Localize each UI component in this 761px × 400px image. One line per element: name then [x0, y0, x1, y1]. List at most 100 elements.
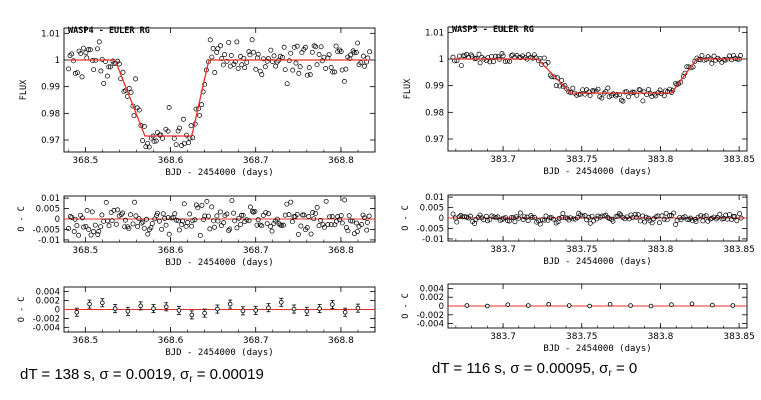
binned-point: [485, 303, 490, 309]
data-point: [126, 85, 132, 91]
data-point: [207, 226, 213, 232]
data-point: [247, 204, 253, 210]
data-point: [218, 43, 223, 49]
data-point: [454, 219, 460, 225]
data-point: [122, 224, 128, 230]
data-point: [204, 198, 210, 204]
data-point: [290, 67, 296, 73]
data-point: [605, 85, 611, 91]
data-point: [96, 228, 102, 234]
data-point: [318, 44, 324, 50]
x-axis-label: BJD - 2454000 (days): [165, 348, 273, 358]
data-point: [545, 59, 551, 65]
data-point: [282, 67, 288, 73]
data-point: [261, 56, 266, 62]
data-point: [520, 217, 526, 222]
x-tick-label: 368.7: [243, 246, 269, 256]
data-point: [131, 113, 137, 119]
data-point: [323, 65, 329, 71]
data-point: [66, 226, 71, 231]
data-point: [247, 52, 253, 58]
binned-point: [710, 302, 715, 308]
y-tick-label: 1.01: [41, 29, 60, 39]
data-point: [570, 85, 576, 91]
wasp5-statistics-caption: dT = 116 s, σ = 0.00095, σr = 0: [432, 360, 637, 379]
data-point: [640, 98, 646, 104]
data-point: [664, 217, 670, 223]
data-point: [165, 128, 171, 134]
data-point: [512, 219, 518, 225]
data-point: [234, 225, 240, 231]
binned-point: [125, 308, 131, 314]
data-point: [177, 125, 182, 131]
wasp5-sigma-r-value: = 0: [611, 360, 638, 377]
data-point: [71, 58, 76, 64]
data-point: [115, 207, 120, 213]
data-point: [185, 220, 191, 225]
x-tick-label: 368.6: [158, 156, 184, 166]
wasp5-resid-panel: 383.7 383.75 383.8 383.85 -0.01-0.00500.0050…: [401, 193, 755, 267]
data-point: [626, 216, 632, 222]
data-point: [722, 57, 728, 63]
data-point: [649, 220, 655, 226]
data-point: [495, 54, 501, 60]
data-point: [288, 50, 294, 56]
data-point: [266, 211, 272, 217]
data-point: [106, 64, 112, 70]
data-point: [362, 63, 368, 69]
data-point: [118, 212, 124, 218]
data-point: [179, 222, 185, 228]
data-point: [120, 210, 126, 216]
data-point: [351, 50, 357, 56]
y-axis-label: O - C: [401, 205, 411, 231]
data-point: [310, 210, 316, 215]
data-point: [176, 227, 182, 233]
data-point: [133, 76, 138, 82]
data-point: [160, 211, 166, 217]
x-tick-label: 383.85: [723, 332, 755, 342]
data-point: [103, 199, 109, 205]
data-point: [576, 91, 582, 97]
data-point: [209, 204, 215, 210]
data-point: [236, 215, 242, 221]
data-point: [180, 116, 186, 122]
data-point: [234, 39, 240, 45]
data-point: [328, 222, 334, 228]
x-tick-label: 383.75: [566, 332, 598, 342]
data-point: [136, 107, 142, 113]
data-point: [328, 64, 334, 70]
data-point: [360, 212, 366, 218]
wasp5-sigma-symbol: σ: [510, 360, 520, 377]
data-point: [183, 223, 189, 229]
data-point: [541, 55, 547, 61]
data-point: [218, 223, 224, 229]
binned-point: [87, 301, 92, 307]
data-point: [348, 218, 354, 224]
data-point: [364, 219, 370, 225]
data-point: [86, 227, 92, 232]
data-point: [205, 213, 211, 219]
data-point: [120, 69, 126, 75]
data-point: [587, 220, 593, 226]
data-point: [239, 212, 244, 218]
y-tick-label: 0.005: [420, 204, 444, 214]
data-point: [599, 213, 605, 219]
wasp5-dt-text: dT = 116 s,: [432, 360, 511, 377]
data-point: [659, 213, 665, 219]
binned-point: [189, 312, 195, 318]
data-point: [113, 221, 119, 227]
data-point: [224, 58, 230, 64]
data-point: [483, 213, 489, 219]
data-point: [74, 70, 80, 76]
data-point: [338, 213, 344, 219]
data-point: [98, 224, 104, 230]
data-point: [551, 216, 556, 222]
data-point: [663, 210, 669, 216]
data-point: [81, 224, 87, 230]
data-point: [207, 37, 213, 43]
data-point: [366, 213, 372, 219]
wasp5-binned-panel: 383.7 383.75 383.8 383.85 -0.004-0.00200.002…: [401, 283, 755, 354]
data-point: [76, 232, 82, 238]
data-point: [246, 49, 252, 55]
data-point: [304, 72, 310, 78]
